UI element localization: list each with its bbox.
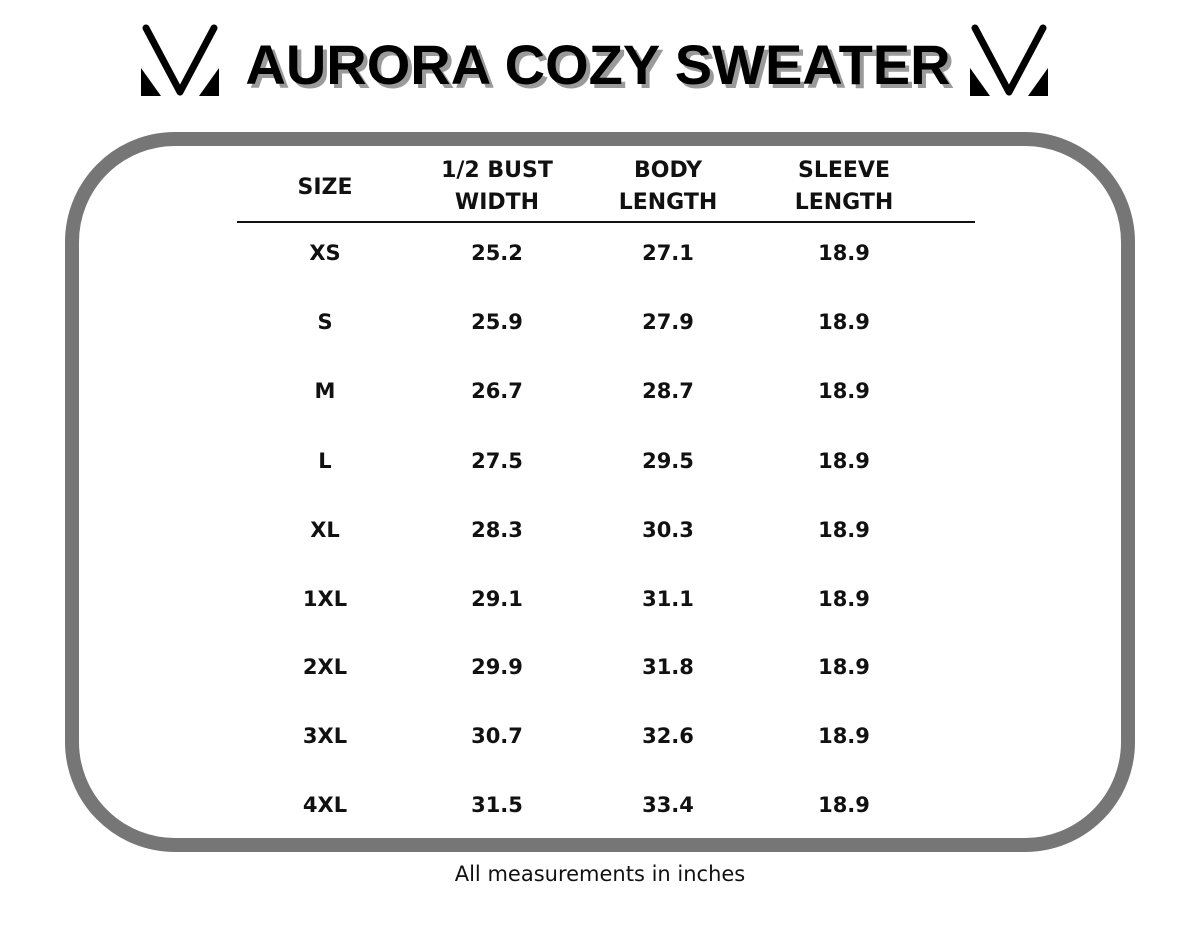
table-cell: 18.9	[818, 310, 870, 334]
header-divider	[237, 221, 975, 223]
table-cell: 3XL	[302, 724, 348, 748]
page-title: AURORA COZY SWEATER	[245, 33, 951, 96]
table-cell: 1XL	[302, 587, 348, 611]
table-cell: XS	[309, 241, 341, 265]
table-cell: 18.9	[818, 793, 870, 817]
table-cell: 29.5	[642, 449, 694, 473]
v-logo-icon-left	[141, 24, 219, 96]
table-cell: 27.9	[642, 310, 694, 334]
column-header-line: LENGTH	[618, 190, 718, 215]
column-header: SIZE	[243, 172, 407, 204]
table-cell: 18.9	[818, 655, 870, 679]
table-cell: 32.6	[642, 724, 694, 748]
table-cell: 28.7	[642, 379, 694, 403]
table-cell: 25.2	[471, 241, 523, 265]
table-cell: XL	[310, 518, 340, 542]
column-header-line: LENGTH	[794, 190, 894, 215]
table-cell: 31.1	[642, 587, 694, 611]
column-header-line: BODY	[633, 158, 703, 183]
table-cell: 18.9	[818, 518, 870, 542]
v-logo-icon-right	[970, 24, 1048, 96]
column-header-line: SIZE	[297, 175, 353, 200]
column-header: BODY LENGTH	[586, 155, 750, 219]
table-cell: 18.9	[818, 724, 870, 748]
column-header-line: WIDTH	[454, 190, 540, 215]
table-cell: 30.7	[471, 724, 523, 748]
table-cell: 4XL	[302, 793, 348, 817]
column-header: 1/2 BUST WIDTH	[415, 155, 579, 219]
table-cell: 30.3	[642, 518, 694, 542]
table-cell: 33.4	[642, 793, 694, 817]
column-header: SLEEVE LENGTH	[762, 155, 926, 219]
table-cell: 31.5	[471, 793, 523, 817]
column-header-line: SLEEVE	[798, 158, 890, 183]
table-cell: 29.1	[471, 587, 523, 611]
table-cell: L	[318, 449, 332, 473]
table-cell: 27.5	[471, 449, 523, 473]
footnote: All measurements in inches	[454, 862, 746, 886]
column-header-line: 1/2 BUST	[441, 158, 553, 183]
table-cell: 18.9	[818, 449, 870, 473]
table-cell: S	[317, 310, 333, 334]
table-cell: 18.9	[818, 379, 870, 403]
table-cell: 2XL	[302, 655, 348, 679]
table-frame	[65, 132, 1135, 852]
table-cell: M	[314, 379, 336, 403]
table-cell: 29.9	[471, 655, 523, 679]
table-cell: 28.3	[471, 518, 523, 542]
table-cell: 18.9	[818, 241, 870, 265]
table-cell: 25.9	[471, 310, 523, 334]
table-cell: 18.9	[818, 587, 870, 611]
table-cell: 27.1	[642, 241, 694, 265]
table-cell: 26.7	[471, 379, 523, 403]
table-cell: 31.8	[642, 655, 694, 679]
